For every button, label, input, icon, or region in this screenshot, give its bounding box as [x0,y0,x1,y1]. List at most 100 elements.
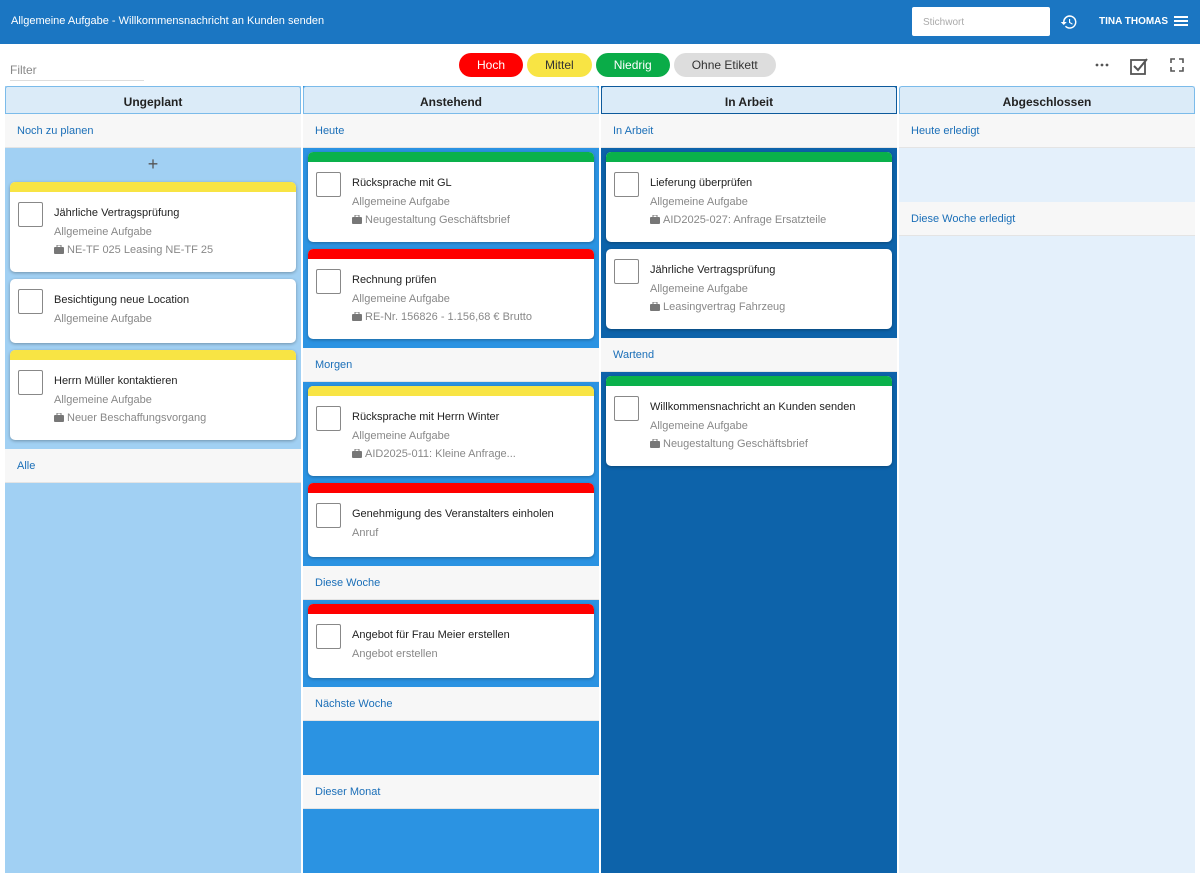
card-body: Angebot für Frau Meier erstellen Angebot … [308,614,594,678]
task-card[interactable]: Genehmigung des Veranstalters einholen An… [308,483,594,557]
card-body: Rücksprache mit Herrn Winter Allgemeine A… [308,396,594,476]
toolbar: Filter Hoch Mittel Niedrig Ohne Etikett [0,44,1200,86]
user-name[interactable]: TINA THOMAS [1099,16,1169,27]
task-card[interactable]: Jährliche Vertragsprüfung Allgemeine Aufg… [10,182,296,272]
card-body: Jährliche Vertragsprüfung Allgemeine Aufg… [10,192,296,272]
priority-strip [308,249,594,259]
task-card[interactable]: Besichtigung neue Location Allgemeine Auf… [10,279,296,343]
priority-strip [10,350,296,360]
add-button[interactable]: + [147,154,159,174]
label-pill[interactable]: Ohne Etikett [673,53,776,77]
card-body: Herrn Müller kontaktieren Allgemeine Aufg… [10,360,296,440]
task-card[interactable]: Herrn Müller kontaktieren Allgemeine Aufg… [10,350,296,440]
group-title[interactable]: Alle [5,449,301,483]
task-type: Allgemeine Aufgabe [54,226,152,238]
task-checkbox[interactable] [18,202,43,227]
group-body: Lieferung überprüfen Allgemeine Aufgabe AI… [601,148,897,338]
header: Allgemeine Aufgabe - Willkommensnachrich… [0,0,1200,44]
header-title: Allgemeine Aufgabe - Willkommensnachrich… [11,15,325,27]
task-card[interactable]: Lieferung überprüfen Allgemeine Aufgabe AI… [606,152,892,242]
task-title: Rücksprache mit GL [352,177,452,189]
card-body: Willkommensnachricht an Kunden senden All… [606,386,892,466]
task-type: Allgemeine Aufgabe [650,196,748,208]
history-icon[interactable] [1060,13,1078,31]
task-type: Allgemeine Aufgabe [352,430,450,442]
task-title: Jährliche Vertragsprüfung [650,264,776,276]
group-body: Rücksprache mit GL Allgemeine Aufgabe Neug… [303,148,599,348]
column: Anstehend Heute Rücksprache mit GL Allgemei… [303,86,599,873]
search-input[interactable]: Stichwort [912,7,1050,36]
task-checkbox[interactable] [614,172,639,197]
menu-icon[interactable] [1174,15,1188,27]
task-reference-text: AID2025-027: Anfrage Ersatzteile [663,214,827,226]
column: Ungeplant Noch zu planen + Jährliche Vertra… [5,86,301,873]
check-icon[interactable] [1129,56,1149,76]
task-card[interactable]: Rücksprache mit GL Allgemeine Aufgabe Neug… [308,152,594,242]
group-body [5,483,301,537]
card-body: Lieferung überprüfen Allgemeine Aufgabe AI… [606,162,892,242]
group-title[interactable]: Nächste Woche [303,687,599,721]
more-icon[interactable] [1094,56,1110,72]
column: In Arbeit In Arbeit Lieferung überprüfen Al… [601,86,897,873]
group-body [303,809,599,863]
task-checkbox[interactable] [316,406,341,431]
group-title[interactable]: In Arbeit [601,114,897,148]
label-pill[interactable]: Mittel [527,53,592,77]
task-type: Angebot erstellen [352,648,438,660]
column: Abgeschlossen Heute erledigt Diese Woche e… [899,86,1195,873]
task-card[interactable]: Jährliche Vertragsprüfung Allgemeine Aufg… [606,249,892,329]
group-body [899,236,1195,290]
briefcase-icon [650,214,660,224]
column-title: Ungeplant [5,86,301,114]
group-title[interactable]: Heute [303,114,599,148]
task-checkbox[interactable] [316,269,341,294]
task-type: Allgemeine Aufgabe [650,420,748,432]
task-title: Lieferung überprüfen [650,177,753,189]
briefcase-icon [352,214,362,224]
label-pill[interactable]: Hoch [459,53,524,77]
card-body: Genehmigung des Veranstalters einholen An… [308,493,594,557]
briefcase-icon [650,438,660,448]
group-title[interactable]: Diese Woche erledigt [899,202,1195,236]
label-pill[interactable]: Niedrig [595,53,670,77]
column-title: Anstehend [303,86,599,114]
task-checkbox[interactable] [316,503,341,528]
task-reference: AID2025-027: Anfrage Ersatzteile [650,211,882,229]
task-type: Allgemeine Aufgabe [352,293,450,305]
task-card[interactable]: Willkommensnachricht an Kunden senden All… [606,376,892,466]
label-filters: Hoch Mittel Niedrig Ohne Etikett [459,53,776,77]
task-reference-text: Leasingvertrag Fahrzeug [663,301,786,313]
group-title[interactable]: Wartend [601,338,897,372]
task-reference-text: Neugestaltung Geschäftsbrief [365,214,510,226]
briefcase-icon [54,244,64,254]
board: Ungeplant Noch zu planen + Jährliche Vertra… [5,86,1195,873]
task-card[interactable]: Rücksprache mit Herrn Winter Allgemeine A… [308,386,594,476]
group-body: Angebot für Frau Meier erstellen Angebot … [303,600,599,687]
group-title[interactable]: Morgen [303,348,599,382]
task-reference: Neuer Beschaffungsvorgang [54,409,286,427]
task-checkbox[interactable] [316,624,341,649]
task-checkbox[interactable] [614,396,639,421]
task-checkbox[interactable] [18,289,43,314]
task-title: Rücksprache mit Herrn Winter [352,411,500,423]
group-title[interactable]: Dieser Monat [303,775,599,809]
group-title[interactable]: Noch zu planen [5,114,301,148]
group-title[interactable]: Heute erledigt [899,114,1195,148]
task-reference: Leasingvertrag Fahrzeug [650,298,882,316]
task-card[interactable]: Rechnung prüfen Allgemeine Aufgabe RE-Nr. … [308,249,594,339]
group-title[interactable]: Diese Woche [303,566,599,600]
task-title: Angebot für Frau Meier erstellen [352,629,510,641]
filter-input[interactable]: Filter [10,63,144,81]
briefcase-icon [54,412,64,422]
priority-strip [308,386,594,396]
fullscreen-icon[interactable] [1170,58,1184,72]
group-body: Willkommensnachricht an Kunden senden All… [601,372,897,475]
task-reference-text: Neuer Beschaffungsvorgang [67,412,207,424]
task-checkbox[interactable] [316,172,341,197]
task-card[interactable]: Angebot für Frau Meier erstellen Angebot … [308,604,594,678]
priority-strip [606,152,892,162]
task-checkbox[interactable] [614,259,639,284]
task-reference: RE-Nr. 156826 - 1.156,68 € Brutto [352,308,584,326]
task-checkbox[interactable] [18,370,43,395]
